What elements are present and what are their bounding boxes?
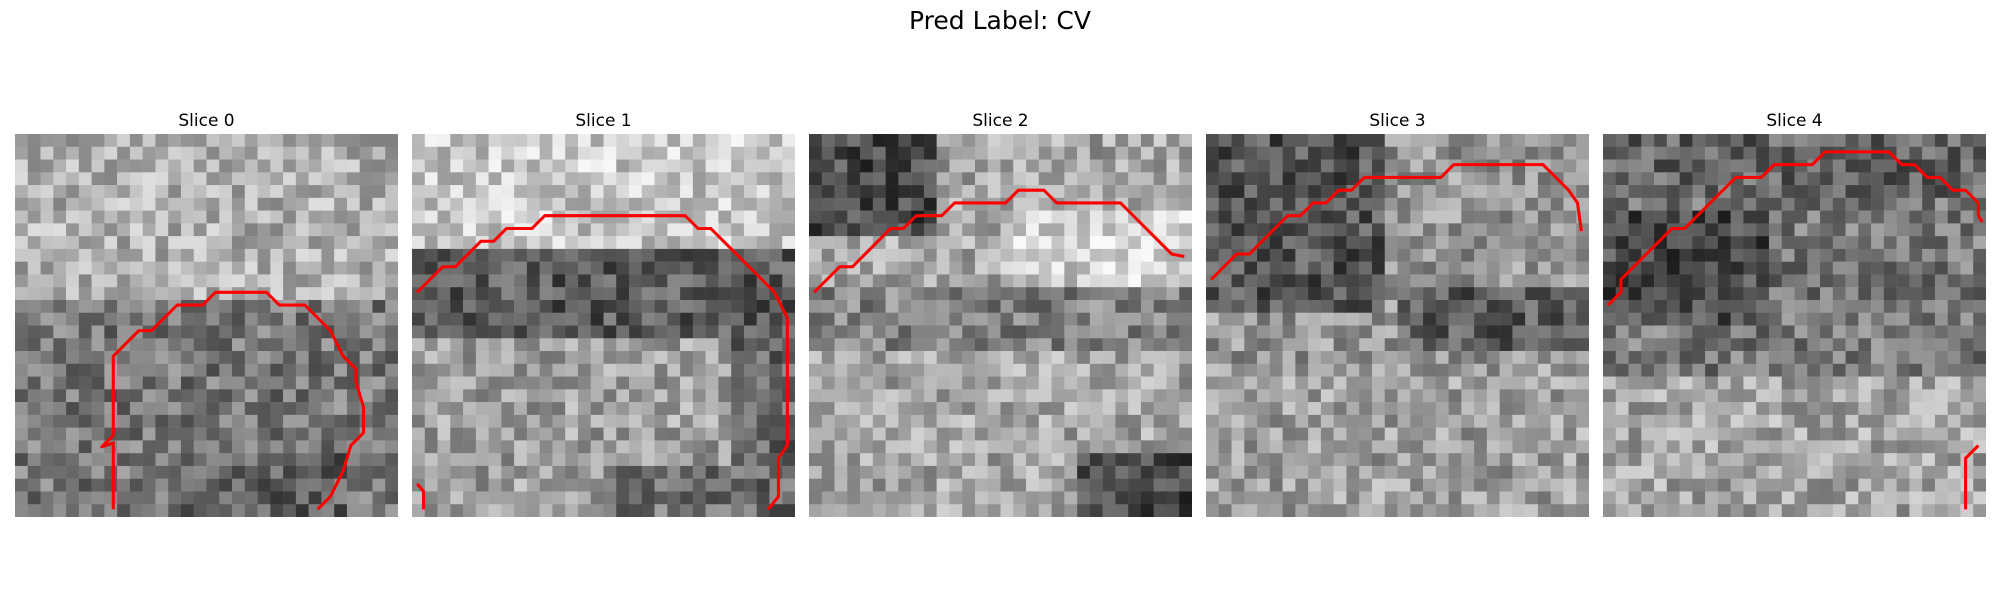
slice-image-svg [1603, 134, 1986, 517]
segmentation-contour-fragment [1964, 444, 1980, 510]
slice-title: Slice 3 [1369, 111, 1426, 131]
slice-image-svg [412, 134, 795, 517]
segmentation-contour-fragment [415, 482, 426, 510]
slice-image-4 [1603, 134, 1986, 517]
slice-image-1 [412, 134, 795, 517]
figure-title: Pred Label: CV [909, 6, 1091, 35]
slice-image-svg [1206, 134, 1589, 517]
segmentation-contour [1607, 150, 1984, 307]
slice-panel-1: Slice 1 [412, 108, 795, 517]
slice-image-svg [15, 134, 398, 517]
segmentation-contour [813, 188, 1185, 294]
slice-image-svg [809, 134, 1192, 517]
slice-image-3 [1206, 134, 1589, 517]
segmentation-contour [100, 290, 366, 511]
slice-panel-0: Slice 0 [15, 108, 398, 517]
segmentation-contour [416, 214, 789, 511]
slice-title: Slice 0 [178, 111, 235, 131]
slice-panel-2: Slice 2 [809, 108, 1192, 517]
slice-title: Slice 2 [972, 111, 1029, 131]
slice-panel-3: Slice 3 [1206, 108, 1589, 517]
slice-image-2 [809, 134, 1192, 517]
slice-title: Slice 4 [1766, 111, 1823, 131]
slice-image-0 [15, 134, 398, 517]
segmentation-contour [1210, 163, 1583, 281]
slice-panel-4: Slice 4 [1603, 108, 1986, 517]
slice-title: Slice 1 [575, 111, 632, 131]
